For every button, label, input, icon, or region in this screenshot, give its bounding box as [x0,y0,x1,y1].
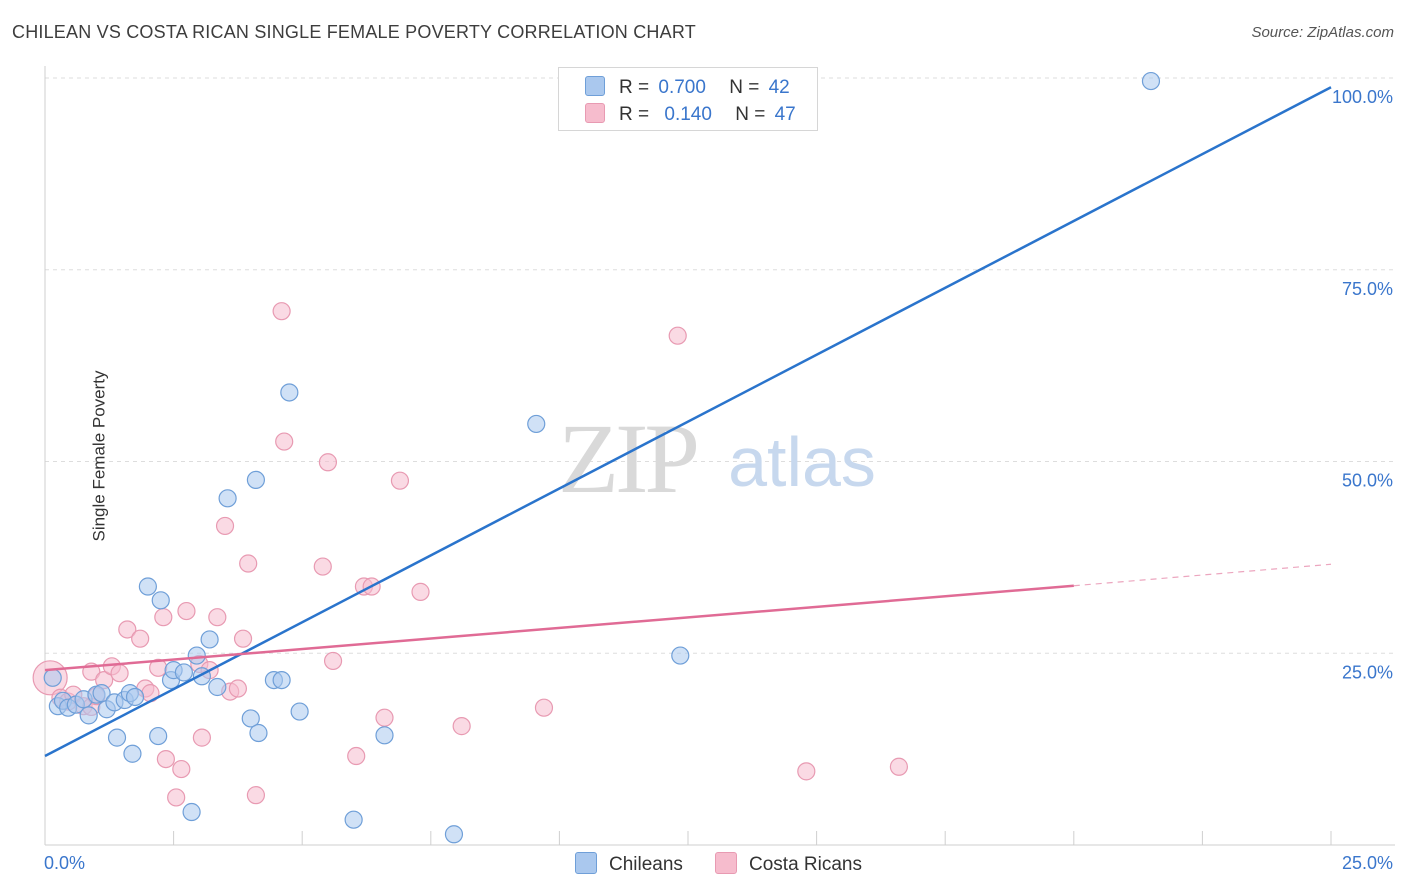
chileans-point [200,630,219,649]
chileans-point [444,825,464,844]
axis-layer [44,66,1395,846]
y-tick-label: 50.0% [1342,471,1393,491]
costa-ricans-point [215,516,235,536]
costa-ricans-point [411,582,430,601]
trend-layer [44,86,1332,758]
bottom-legend-label: Chileans [609,854,683,875]
legend-r-label: R = [619,104,650,125]
legend-r-label: R = [619,77,650,98]
chileans-point [151,591,170,610]
chileans-trend-line [44,86,1332,758]
y-axis-label: Single Female Poverty [89,370,109,542]
chileans-point [107,728,127,747]
chileans-point [79,706,98,725]
bottom-legend-label: Costa Ricans [749,854,862,875]
bottom-legend-costa-ricans: Costa Ricans [715,852,862,876]
chart-title: CHILEAN VS COSTA RICAN SINGLE FEMALE POV… [12,22,696,42]
costa-ricans-point [272,302,291,321]
costa-ricans-point [110,664,129,683]
chileans-point [280,383,299,402]
chileans-point [249,723,268,743]
costa-ricans-trend-line [44,584,1074,672]
x-tick-label: 25.0% [1342,853,1393,873]
costa-ricans-point [239,554,258,573]
legend-r-value: 0.700 [658,77,706,98]
costa-ricans-point [228,679,247,698]
chileans-point [344,810,363,829]
chileans-point [182,802,201,822]
chileans-point [272,670,291,690]
costa-ricans-point [889,757,909,776]
chileans-point [375,726,394,745]
chileans-point [290,702,309,721]
costa-ricans-point [323,651,343,671]
costa-ricans-point [118,620,137,639]
costa-ricans-point [797,762,816,781]
legend-swatch-pink [585,103,605,123]
costa-ricans-point [534,698,554,717]
costa-ricans-point [318,453,338,472]
bottom-legend-swatch-pink [715,852,737,874]
costa-ricans-point [167,788,186,807]
watermark: ZIP atlas [558,403,876,514]
legend-n-value: 47 [774,104,796,125]
legend-n-label: N = [729,77,760,98]
chileans-point [671,646,690,665]
legend-r-value: 0.140 [664,104,712,125]
source-label: Source: ZipAtlas.com [1251,24,1394,41]
legend-row-costa-ricans: R = 0.140 N = 47 [585,103,796,125]
costa-ricans-point [275,432,294,451]
costa-ricans-point [452,717,471,736]
bottom-legend-swatch-blue [575,852,597,874]
costa-ricans-point [390,471,410,490]
costa-ricans-point [154,608,173,627]
costa-ricans-point [172,759,191,779]
chileans-point [92,684,111,703]
chileans-point [1141,71,1161,91]
y-tick-label: 75.0% [1342,279,1393,299]
chileans-point [174,663,193,682]
y-tick-label: 100.0% [1332,87,1393,107]
costa-ricans-trend-extension [1073,563,1332,587]
chileans-point [125,687,145,707]
chileans-point [138,577,157,596]
chileans-point [218,489,237,508]
chileans-point [246,470,266,490]
costa-ricans-point [313,557,332,576]
costa-ricans-point [177,601,196,621]
x-tick-label: 0.0% [44,853,85,873]
costa-ricans-point [347,746,366,766]
legend-row-chileans: R = 0.700 N = 42 [585,76,790,98]
legend: R = 0.700 N = 42 R = 0.140 N = 47 [558,67,818,131]
watermark-zip: ZIP [558,403,696,514]
chileans-point [527,414,546,434]
costa-ricans-point [208,608,227,627]
costa-ricans-point [192,728,211,747]
chileans-point [187,646,206,665]
costa-ricans-point [131,629,150,648]
watermark-atlas: atlas [728,423,876,501]
legend-n-label: N = [735,104,766,125]
chileans-point [241,709,260,728]
y-tick-label: 25.0% [1342,662,1393,682]
costa-ricans-point [246,786,266,805]
chileans-point [149,726,168,746]
legend-n-value: 42 [768,77,790,98]
costa-ricans-point [156,749,175,769]
costa-ricans-point [233,629,253,648]
tick-labels: 25.0% 50.0% 75.0% 100.0% 0.0% 25.0% [44,87,1393,873]
chileans-point [43,668,62,687]
chileans-point [208,677,227,697]
costa-ricans-point [375,708,394,727]
costa-ricans-point [668,326,687,345]
chileans-point [123,744,142,763]
bottom-legend-chileans: Chileans [575,852,683,876]
legend-swatch-blue [585,76,605,96]
